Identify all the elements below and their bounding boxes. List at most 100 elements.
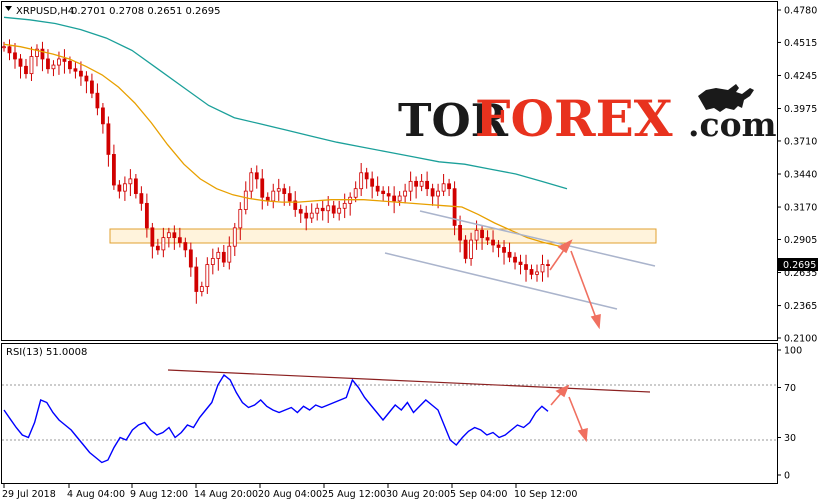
candle-body [133,178,138,194]
candle-body [408,180,413,192]
price-tick-label: 0.2365 [784,301,817,312]
time-tick-label: 30 Aug 20:00 [386,489,450,500]
candle-body [353,188,358,198]
candle-body [40,48,45,60]
candle-body [485,237,490,241]
candle-body [24,65,28,75]
price-tick-label: 0.3170 [784,203,817,214]
candle-body [221,251,226,263]
rsi-tick-label: 70 [784,383,796,394]
time-tick-label: 20 Aug 04:00 [258,489,322,500]
candle-body [337,207,342,214]
candle-body [216,251,221,259]
candle-body [425,180,430,190]
rsi-panel [1,343,778,484]
candle-body [62,58,67,62]
time-tick-label: 14 Aug 20:00 [194,489,258,500]
candle-body [386,193,391,197]
candle-body [232,227,237,247]
candle-body [375,185,380,192]
symbol-label: XRPUSD,H4 [16,6,74,17]
candle-body [513,256,517,263]
candle-body [90,80,94,94]
candle-body [57,58,61,66]
candle-body [287,193,292,202]
time-tick-label: 25 Aug 12:00 [322,489,386,500]
time-tick-label: 5 Sep 04:00 [450,489,507,500]
candle-body [106,123,111,155]
logo-forex: FOREX [475,89,673,148]
candle-body [128,178,133,185]
candle-body [463,239,468,259]
candle-body [331,205,336,214]
candle-body [139,193,144,204]
price-tick-label: 0.3440 [784,170,817,181]
candle-body [436,190,441,197]
candle-body [326,205,331,212]
candle-body [117,184,122,192]
candle-body [496,244,501,248]
price-tick-label: 0.3975 [784,104,817,115]
price-tick-label: 0.4515 [784,38,817,49]
price-tick-label: 0.2905 [784,235,817,246]
candle-body [238,209,243,229]
candle-body [161,237,166,251]
price-tick-label: 0.4245 [784,71,817,82]
candle-body [491,239,495,246]
candle-body [271,190,276,202]
moving-averages [3,16,568,247]
candle-body [282,188,287,194]
candle-body [101,107,105,125]
candle-body [29,56,34,75]
price-tick-label: 0.3710 [784,136,817,147]
candle-body [359,172,364,190]
ohlc-readout: 0.2701 0.2708 0.2651 0.2695 [71,6,221,17]
candle-body [370,178,375,187]
time-tick-label: 9 Aug 12:00 [130,489,188,500]
candle-body [177,237,182,243]
rsi-forecast-arrows [550,384,588,443]
forecast-arrows [549,239,601,330]
candle-body [199,286,204,292]
candle-body [502,247,506,253]
torforex-watermark: TOR FOREX .com [398,84,777,148]
candle-body [227,245,232,263]
candle-body [7,46,12,54]
price-tick-label: 0.2635 [784,268,817,279]
candle-body [73,68,78,72]
candle-body [540,264,545,273]
rsi-trendline [167,369,651,393]
candle-body [298,209,303,214]
candle-body [342,202,347,209]
candle-body [46,58,50,70]
candle-body [403,190,408,197]
current-price-label: 0.2695 [783,260,816,271]
candle-body [2,46,6,49]
current-price-badge [778,258,818,271]
candle-body [95,92,100,109]
candle-body [111,154,116,186]
dropdown-icon[interactable] [5,6,12,11]
candle-body [166,232,171,239]
price-tick-label: 0.2100 [784,334,817,345]
candle-body [320,207,325,212]
rsi-tick-label: 30 [784,433,796,444]
candle-body [441,183,446,192]
candle-body [381,190,386,194]
candle-body [183,242,188,251]
candle-body [122,183,127,192]
candle-body [419,180,424,187]
candle-body [535,271,539,275]
rsi-tick-label: 100 [784,346,802,357]
candle-body [315,207,320,214]
candle-body [144,202,149,229]
candle-body [254,172,259,180]
rsi-label: RSI(13) 51.0008 [6,347,87,358]
candle-body [469,239,473,259]
price-tick-label: 0.4780 [784,6,817,17]
candle-body [68,61,72,70]
candle-body [51,64,56,70]
time-tick-label: 29 Jul 2018 [2,489,56,500]
candle-body [18,58,23,67]
